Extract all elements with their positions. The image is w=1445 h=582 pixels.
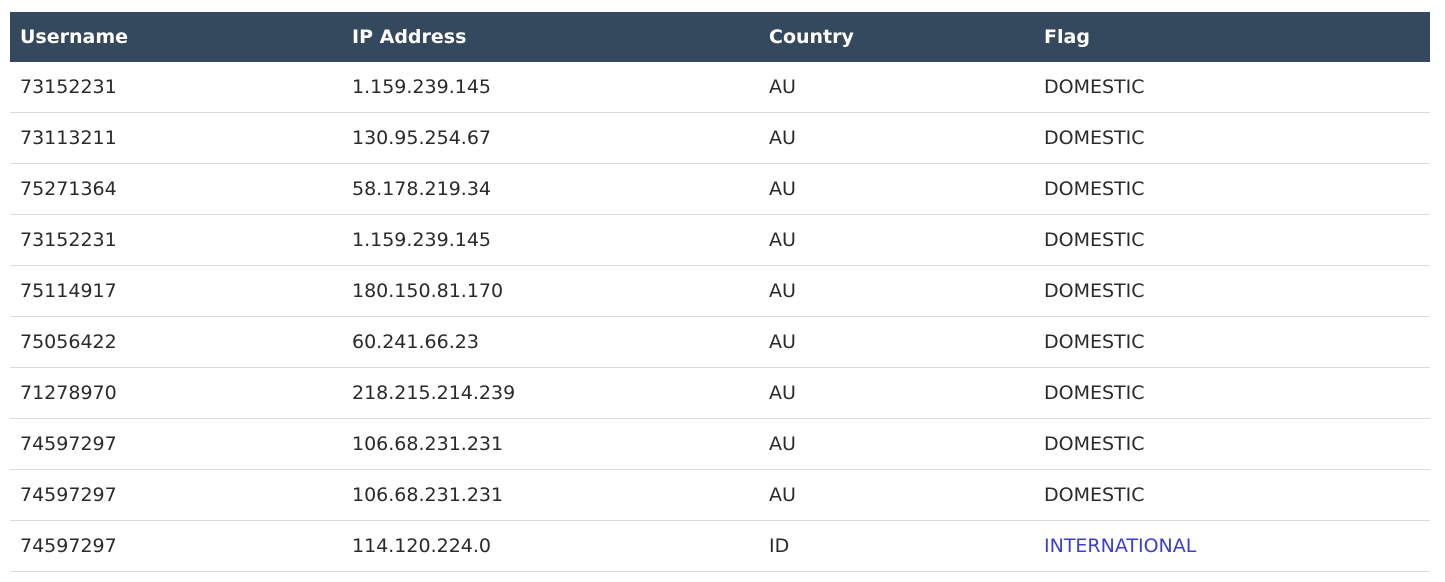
cell-flag: DOMESTIC: [1044, 433, 1145, 455]
cell-flag: DOMESTIC: [1044, 127, 1145, 149]
cell-country: AU: [769, 331, 796, 353]
cell-country: AU: [769, 178, 796, 200]
cell-ip-address: 1.159.239.145: [352, 76, 492, 98]
table-row: 74597297 106.68.231.231 AU DOMESTIC: [10, 470, 1430, 521]
table-row: 73113211 130.95.254.67 AU DOMESTIC: [10, 113, 1430, 164]
cell-flag: DOMESTIC: [1044, 178, 1145, 200]
cell-username: 73152231: [20, 76, 117, 98]
column-header-flag: Flag: [1044, 26, 1090, 48]
cell-flag: DOMESTIC: [1044, 76, 1145, 98]
cell-ip-address: 130.95.254.67: [352, 127, 492, 149]
cell-username: 74597297: [20, 433, 117, 455]
table-body: 73152231 1.159.239.145 AU DOMESTIC 73113211 1…: [10, 62, 1430, 572]
cell-ip-address: 58.178.219.34: [352, 178, 492, 200]
table-row: 73152231 1.159.239.145 AU DOMESTIC: [10, 62, 1430, 113]
cell-flag: DOMESTIC: [1044, 229, 1145, 251]
table-row: 74597297 106.68.231.231 AU DOMESTIC: [10, 419, 1430, 470]
cell-username: 73113211: [20, 127, 117, 149]
cell-ip-address: 114.120.224.0: [352, 535, 492, 557]
cell-flag: DOMESTIC: [1044, 484, 1145, 506]
cell-country: AU: [769, 382, 796, 404]
cell-ip-address: 1.159.239.145: [352, 229, 492, 251]
column-header-username: Username: [20, 26, 129, 48]
cell-flag: INTERNATIONAL: [1044, 535, 1197, 557]
cell-username: 75114917: [20, 280, 117, 302]
cell-flag: DOMESTIC: [1044, 331, 1145, 353]
ip-flag-table-container: Username IP Address Country Flag 7315223…: [10, 12, 1430, 572]
column-header-country: Country: [769, 26, 854, 48]
cell-country: AU: [769, 76, 796, 98]
cell-username: 75056422: [20, 331, 117, 353]
table-row: 71278970 218.215.214.239 AU DOMESTIC: [10, 368, 1430, 419]
column-header-ip-address: IP Address: [352, 26, 467, 48]
cell-country: AU: [769, 433, 796, 455]
cell-country: AU: [769, 484, 796, 506]
cell-username: 74597297: [20, 484, 117, 506]
ip-flag-table: Username IP Address Country Flag 7315223…: [10, 12, 1430, 572]
cell-username: 71278970: [20, 382, 117, 404]
cell-country: AU: [769, 127, 796, 149]
cell-ip-address: 106.68.231.231: [352, 433, 504, 455]
cell-username: 75271364: [20, 178, 117, 200]
cell-ip-address: 180.150.81.170: [352, 280, 504, 302]
table-header: Username IP Address Country Flag: [10, 12, 1430, 62]
cell-flag: DOMESTIC: [1044, 280, 1145, 302]
table-row: 75056422 60.241.66.23 AU DOMESTIC: [10, 317, 1430, 368]
cell-country: ID: [769, 535, 790, 557]
cell-username: 73152231: [20, 229, 117, 251]
table-row: 75114917 180.150.81.170 AU DOMESTIC: [10, 266, 1430, 317]
cell-ip-address: 106.68.231.231: [352, 484, 504, 506]
table-row: 74597297 114.120.224.0 ID INTERNATIONAL: [10, 521, 1430, 572]
header-row: Username IP Address Country Flag: [10, 12, 1430, 62]
cell-country: AU: [769, 229, 796, 251]
cell-username: 74597297: [20, 535, 117, 557]
cell-ip-address: 218.215.214.239: [352, 382, 516, 404]
table-row: 75271364 58.178.219.34 AU DOMESTIC: [10, 164, 1430, 215]
table-row: 73152231 1.159.239.145 AU DOMESTIC: [10, 215, 1430, 266]
cell-flag: DOMESTIC: [1044, 382, 1145, 404]
cell-ip-address: 60.241.66.23: [352, 331, 479, 353]
cell-country: AU: [769, 280, 796, 302]
